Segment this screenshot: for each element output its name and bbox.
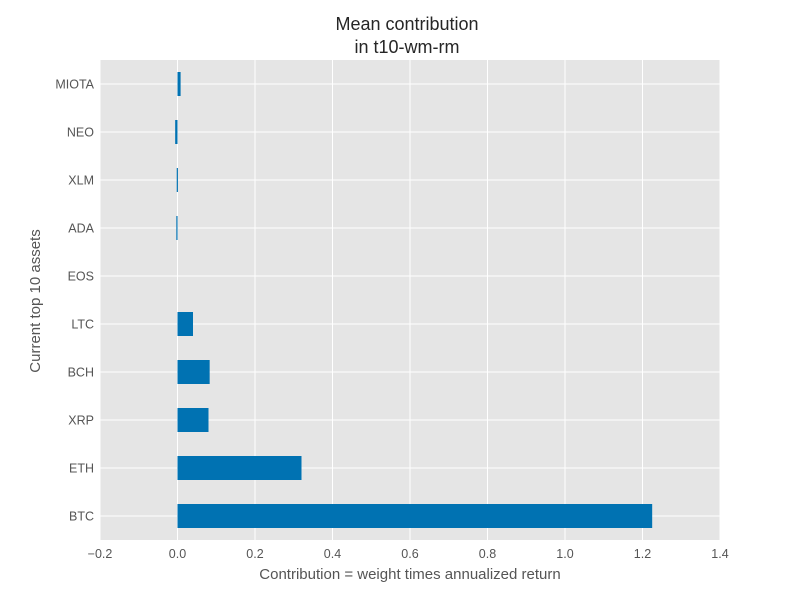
x-tick-label: 1.0 <box>556 547 573 561</box>
bar-xlm <box>176 168 178 192</box>
y-tick-label-neo: NEO <box>67 126 94 140</box>
x-tick-label: 0.8 <box>479 547 496 561</box>
y-tick-label-eth: ETH <box>69 462 94 476</box>
chart-title-line-2: in t10-wm-rm <box>354 37 459 57</box>
y-tick-label-miota: MIOTA <box>55 78 94 92</box>
bar-ada <box>176 216 178 240</box>
bar-miota <box>177 72 181 96</box>
bar-neo <box>175 120 178 144</box>
y-tick-label-bch: BCH <box>68 366 94 380</box>
chart-title-line-1: Mean contribution <box>335 14 478 34</box>
y-tick-label-btc: BTC <box>69 510 94 524</box>
bar-xrp <box>177 408 209 432</box>
bar-bch <box>177 360 210 384</box>
bar-ltc <box>177 312 193 336</box>
x-tick-label: 1.4 <box>711 547 728 561</box>
x-tick-label: 0.6 <box>401 547 418 561</box>
x-tick-label: 0.2 <box>246 547 263 561</box>
bars <box>175 72 653 528</box>
bar-btc <box>177 504 653 528</box>
y-axis-label: Current top 10 assets <box>27 229 44 372</box>
y-tick-label-xrp: XRP <box>68 414 94 428</box>
y-tick-label-eos: EOS <box>68 270 94 284</box>
x-tick-label: −0.2 <box>88 547 113 561</box>
x-tick-labels: −0.2 0.0 0.2 0.4 0.6 0.8 1.0 1.2 1.4 <box>88 547 729 561</box>
x-tick-label: 1.2 <box>634 547 651 561</box>
x-tick-label: 0.0 <box>169 547 186 561</box>
y-tick-label-ada: ADA <box>68 222 94 236</box>
x-tick-label: 0.4 <box>324 547 341 561</box>
bar-eth <box>177 456 302 480</box>
y-tick-label-xlm: XLM <box>68 174 94 188</box>
y-tick-label-ltc: LTC <box>71 318 94 332</box>
x-axis-label: Contribution = weight times annualized r… <box>259 566 560 583</box>
y-tick-labels: BTC ETH XRP BCH LTC EOS ADA XLM NEO MIOTA <box>55 78 94 524</box>
